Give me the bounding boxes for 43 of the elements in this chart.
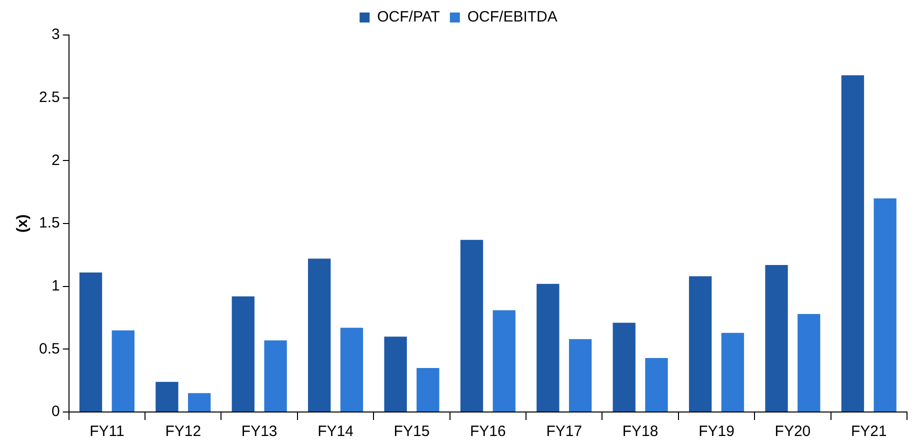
bar: [112, 330, 134, 412]
y-tick-label: 2: [52, 152, 60, 169]
x-tick-label: FY20: [774, 423, 811, 440]
bar: [798, 314, 820, 412]
bar: [765, 264, 788, 412]
bar: [688, 276, 712, 412]
bar: [841, 75, 864, 412]
x-tick-label: FY16: [470, 423, 506, 440]
bar: [492, 310, 516, 412]
bar: [874, 198, 896, 412]
bar: [645, 358, 668, 412]
x-tick-label: FY21: [850, 423, 887, 440]
x-tick-label: FY11: [90, 423, 124, 440]
bar: [79, 272, 102, 412]
y-tick-label: 3: [52, 26, 60, 44]
bar: [568, 339, 592, 412]
y-tick-label: 1: [52, 277, 60, 294]
bar: [188, 393, 211, 412]
y-tick-label: 2.5: [38, 88, 60, 106]
bar: [721, 332, 744, 412]
x-tick-label: FY14: [318, 423, 354, 440]
bar: [308, 258, 331, 412]
bar: [384, 336, 407, 412]
bar: [232, 296, 254, 412]
x-tick-label: FY19: [698, 423, 734, 440]
bar: [416, 368, 440, 412]
legend-label: OCF/PAT: [377, 8, 440, 26]
x-tick-label: FY15: [394, 423, 430, 440]
x-tick-label: FY18: [622, 423, 658, 440]
bar: [156, 382, 178, 412]
y-axis-title: (x): [14, 214, 32, 233]
y-tick-label: 0.5: [38, 340, 60, 358]
y-tick-label: 1.5: [38, 214, 60, 232]
x-tick-label: FY13: [241, 423, 278, 440]
bar: [340, 328, 364, 412]
bar: [536, 284, 560, 412]
y-tick-label: 0: [52, 403, 60, 420]
bar: [612, 322, 636, 412]
x-tick-label: FY12: [165, 423, 202, 440]
legend-label: OCF/EBITDA: [467, 8, 558, 26]
x-tick-label: FY17: [546, 423, 582, 440]
bar: [264, 340, 287, 412]
bar: [460, 240, 484, 412]
